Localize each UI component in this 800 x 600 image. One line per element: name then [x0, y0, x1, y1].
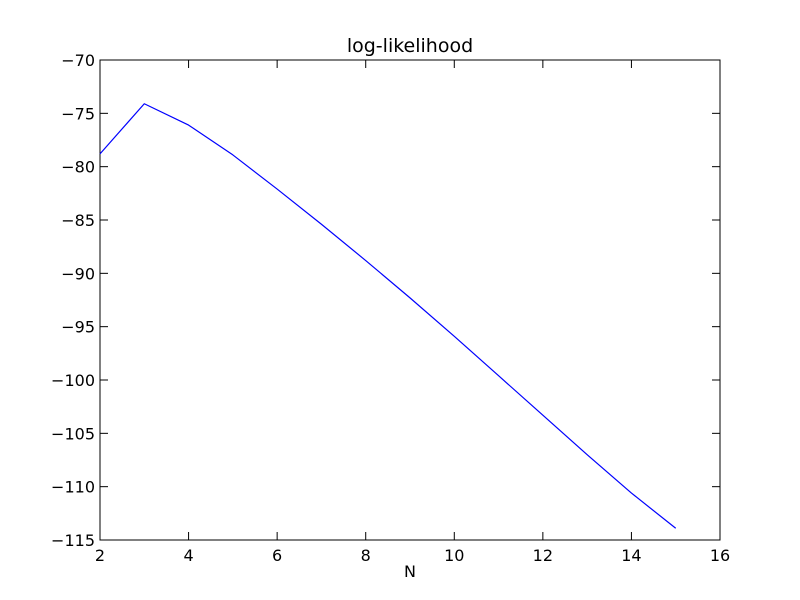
- x-tick-label: 4: [183, 546, 193, 565]
- y-tick-label: −85: [61, 211, 95, 230]
- x-tick-label: 8: [361, 546, 371, 565]
- data-point: [587, 454, 588, 455]
- y-tick-label: −105: [51, 424, 95, 443]
- data-point: [321, 224, 322, 225]
- y-tick-label: −95: [61, 318, 95, 337]
- series-line: [99, 103, 677, 529]
- y-tick-label: −110: [51, 478, 95, 497]
- x-tick-label: 16: [710, 546, 730, 565]
- y-tick-label: −100: [51, 371, 95, 390]
- data-point: [542, 415, 543, 416]
- y-tick-label: −70: [61, 51, 95, 70]
- data-point: [454, 336, 455, 337]
- data-point: [188, 124, 189, 125]
- data-point: [675, 528, 676, 529]
- data-point: [232, 154, 233, 155]
- data-point: [631, 492, 632, 493]
- x-tick-label: 2: [95, 546, 105, 565]
- data-point: [365, 260, 366, 261]
- x-tick-label: 6: [272, 546, 282, 565]
- x-axis-label: N: [404, 562, 416, 581]
- data-point: [277, 188, 278, 189]
- data-point: [144, 103, 145, 104]
- series-layer: [99, 103, 677, 529]
- x-tick-label: 14: [621, 546, 641, 565]
- plot-area-frame: [99, 59, 721, 541]
- x-tick-label: 12: [533, 546, 553, 565]
- y-tick-label: −115: [51, 531, 95, 550]
- axis-ticks: 2 4 6 8 10 12 14 16 −70 −75 −80 −85 −90 −95 −100 −105 −1…: [51, 51, 730, 565]
- data-point: [99, 153, 100, 154]
- y-tick-label: −90: [61, 264, 95, 283]
- data-point: [498, 375, 499, 376]
- y-tick-label: −80: [61, 158, 95, 177]
- x-tick-label: 10: [444, 546, 464, 565]
- y-tick-label: −75: [61, 104, 95, 123]
- data-point: [409, 297, 410, 298]
- chart-title: log-likelihood: [347, 35, 473, 57]
